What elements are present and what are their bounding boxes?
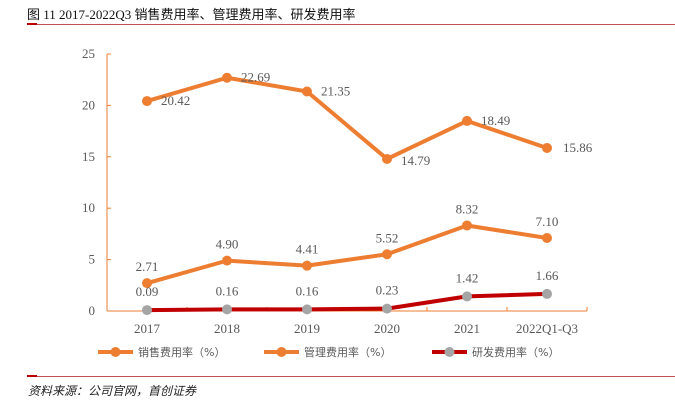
admin-rate-label: 8.32: [456, 201, 479, 216]
legend-label: 销售费用率（%）: [138, 345, 225, 359]
sales-rate-label: 18.49: [481, 113, 510, 128]
legend-label: 管理费用率（%）: [304, 345, 391, 359]
sales-rate-point: [382, 153, 392, 164]
rd-rate-label: 1.42: [456, 270, 479, 285]
admin-rate-label: 4.41: [296, 242, 319, 257]
series-group: [142, 72, 552, 316]
rd-rate-point: [382, 303, 392, 314]
legend-item: 销售费用率（%）: [98, 345, 225, 359]
rd-rate-point: [462, 291, 472, 302]
rd-rate-point: [222, 304, 232, 315]
x-tick-label: 2019: [294, 321, 320, 336]
footer-divider-accent: [27, 375, 37, 377]
sales-rate-point: [302, 86, 312, 97]
x-tick-label: 2020: [374, 321, 400, 336]
rd-rate-label: 0.16: [296, 283, 319, 298]
legend: 销售费用率（%） 管理费用率（%） 研发费用率（%）: [98, 345, 559, 359]
rd-rate-label: 0.09: [136, 284, 159, 299]
rd-rate-label: 1.66: [536, 268, 559, 283]
rd-rate-point: [142, 305, 152, 316]
y-tick-label: 25: [82, 46, 95, 61]
sales-rate-label: 21.35: [321, 84, 350, 99]
y-tick-label: 20: [82, 97, 95, 112]
admin-rate-line: [146, 223, 548, 286]
legend-item: 研发费用率（%）: [432, 345, 559, 359]
x-tick-label: 2021: [454, 321, 480, 336]
y-tick-label: 0: [89, 303, 96, 318]
source-note: 资料来源：公司官网，首创证券: [28, 384, 197, 398]
x-tick-label: 2022Q1-Q3: [516, 321, 578, 336]
sales-rate-label: 14.79: [401, 153, 430, 168]
footer-divider: [27, 376, 675, 377]
legend-item: 管理费用率（%）: [264, 345, 391, 359]
legend-marker-icon: [276, 347, 287, 357]
y-tick-label: 10: [82, 200, 95, 215]
y-tick-label: 15: [82, 149, 95, 164]
admin-rate-point: [222, 255, 232, 266]
rd-rate-point: [542, 288, 552, 299]
admin-rate-point: [142, 278, 152, 289]
rd-rate-point: [302, 304, 312, 315]
sales-rate-point: [542, 142, 552, 153]
axes: 0 5 10 15 20 25 2017 2018 2019 2020 2021 2022Q1-Q3: [82, 46, 588, 336]
sales-rate-label: 15.86: [563, 140, 593, 155]
rd-rate-label: 0.16: [216, 283, 239, 298]
title-divider-accent: [27, 23, 37, 25]
admin-rate-label: 5.52: [376, 230, 399, 245]
sales-rate-point: [142, 96, 152, 107]
admin-rate-label: 7.10: [536, 214, 559, 229]
legend-marker-icon: [110, 347, 121, 357]
title-divider: [27, 24, 675, 25]
rd-rate-line: [146, 291, 548, 313]
sales-rate-point: [462, 115, 472, 126]
x-tick-label: 2018: [214, 321, 240, 336]
legend-marker-icon: [444, 347, 455, 357]
x-tick-label: 2017: [134, 321, 161, 336]
sales-rate-label: 22.69: [241, 70, 270, 85]
sales-rate-point: [222, 72, 232, 83]
figure-title: 图 11 2017-2022Q3 销售费用率、管理费用率、研发费用率: [27, 7, 356, 22]
legend-label: 研发费用率（%）: [472, 345, 559, 359]
admin-rate-point: [302, 260, 312, 271]
sales-rate-label: 20.42: [161, 93, 190, 108]
data-labels: 20.42 22.69 21.35 14.79 18.49 15.86 2.71 4.90 4.…: [136, 70, 593, 299]
admin-rate-point: [462, 220, 472, 231]
y-tick-label: 5: [89, 252, 96, 267]
admin-rate-point: [382, 249, 392, 260]
admin-rate-label: 2.71: [136, 259, 159, 274]
rd-rate-label: 0.23: [376, 283, 399, 298]
admin-rate-label: 4.90: [216, 237, 239, 252]
sales-rate-line: [146, 75, 548, 161]
admin-rate-point: [542, 233, 552, 244]
